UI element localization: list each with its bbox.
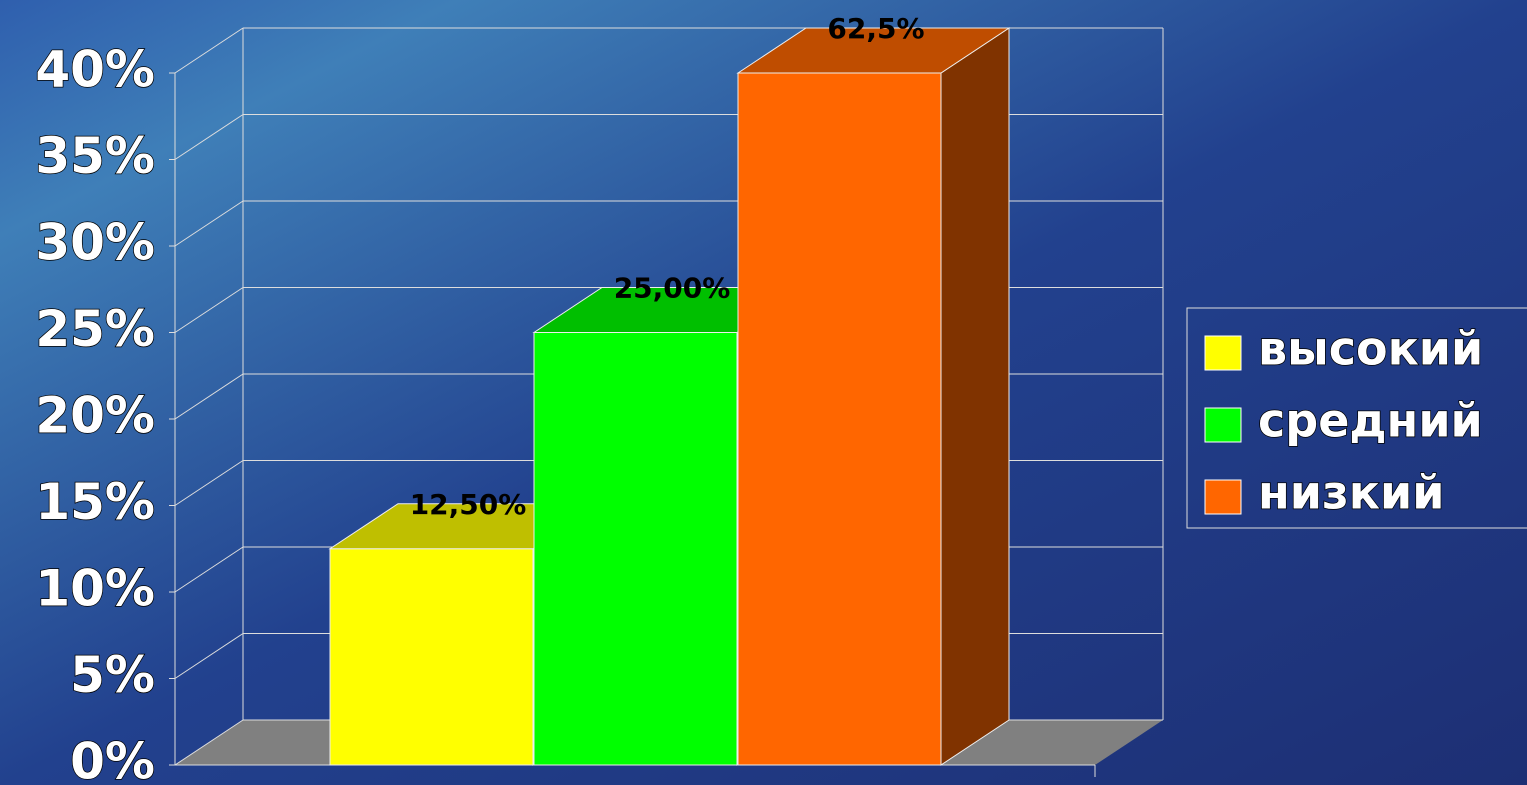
legend	[1186, 307, 1527, 529]
y-tick-label: 30%	[35, 214, 155, 272]
y-tick-label: 5%	[70, 646, 155, 704]
grid-line	[174, 460, 244, 506]
grid-line	[174, 546, 244, 593]
bar-side	[940, 27, 1010, 766]
grid-line	[174, 719, 244, 766]
grid-line	[174, 200, 244, 247]
y-tick-label: 0%	[70, 733, 155, 785]
grid-line	[174, 27, 244, 74]
legend-label: высокий	[1258, 322, 1483, 376]
grid-line	[174, 114, 244, 160]
y-tick-label: 10%	[35, 560, 155, 618]
value-label: 25,00%	[614, 272, 731, 305]
grid-line	[174, 633, 244, 679]
y-tick-label: 35%	[35, 127, 155, 185]
value-label: 12,50%	[410, 488, 527, 521]
legend-swatch	[1204, 335, 1242, 371]
bar-front	[329, 548, 534, 766]
bar-top	[736, 27, 1011, 74]
grid-line	[174, 287, 244, 333]
legend-frame	[1186, 307, 1527, 529]
y-tick-label: 15%	[35, 473, 155, 531]
y-tick-label: 25%	[35, 300, 155, 358]
bar-front	[533, 332, 738, 766]
bar-front	[737, 72, 942, 766]
legend-swatch	[1204, 407, 1242, 443]
legend-label: низкий	[1258, 466, 1444, 520]
grid-line	[174, 373, 244, 420]
y-tick-label: 20%	[35, 387, 155, 445]
y-tick-label: 40%	[35, 41, 155, 99]
legend-swatch	[1204, 479, 1242, 515]
value-label: 62,5%	[827, 12, 924, 45]
legend-label: средний	[1258, 394, 1483, 448]
